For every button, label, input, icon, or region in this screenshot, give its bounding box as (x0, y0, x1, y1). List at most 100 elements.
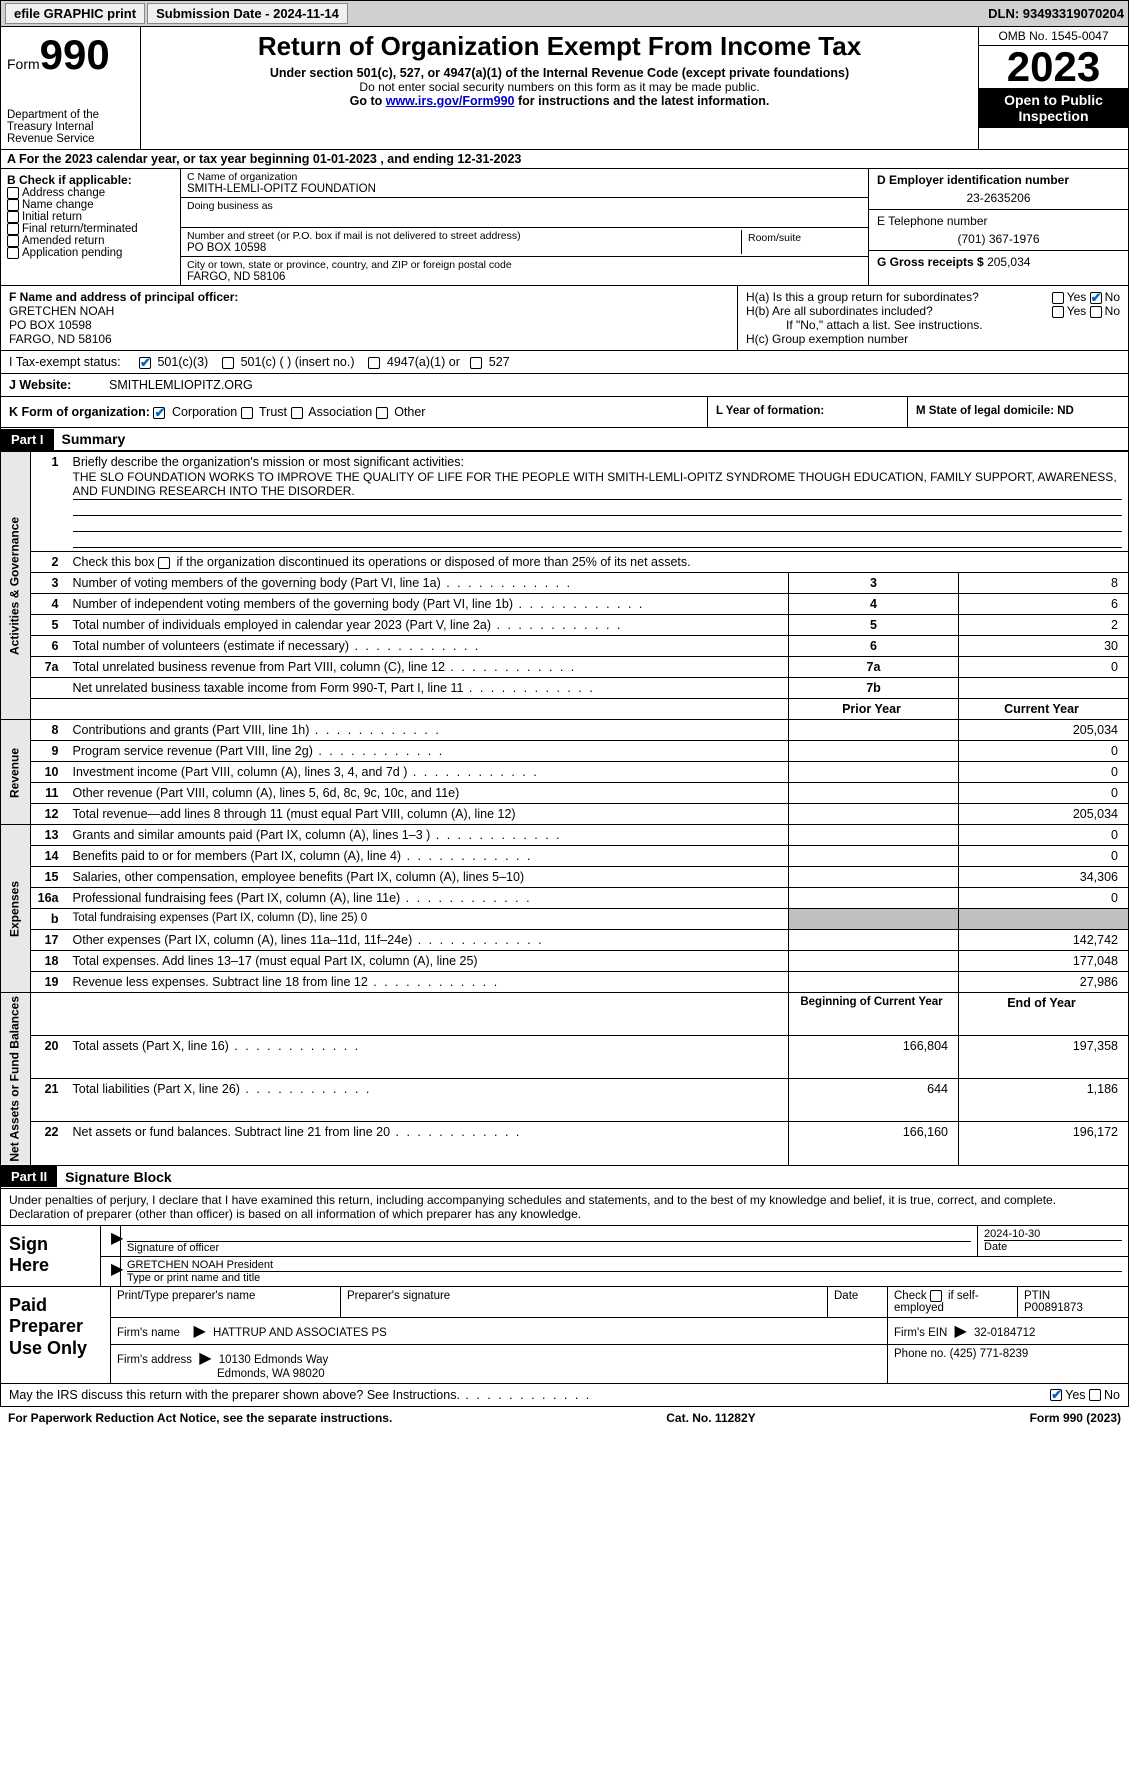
org-name: SMITH-LEMLI-OPITZ FOUNDATION (187, 183, 862, 195)
prep-date-label: Date (828, 1287, 888, 1317)
check-corporation[interactable] (153, 407, 165, 419)
check-501c3[interactable] (139, 357, 151, 369)
check-501c[interactable] (222, 357, 234, 369)
side-netassets: Net Assets or Fund Balances (1, 993, 31, 1166)
mission-text: THE SLO FOUNDATION WORKS TO IMPROVE THE … (73, 469, 1123, 500)
line-9: Program service revenue (Part VIII, line… (67, 741, 789, 762)
i-label: I Tax-exempt status: (9, 355, 139, 369)
discuss-text: May the IRS discuss this return with the… (9, 1388, 591, 1402)
goto-line: Go to www.irs.gov/Form990 for instructio… (149, 94, 970, 108)
firm-addr2: Edmonds, WA 98020 (117, 1368, 325, 1380)
check-527[interactable] (470, 357, 482, 369)
line-18: Total expenses. Add lines 13–17 (must eq… (67, 951, 789, 972)
check-app-pending[interactable] (7, 247, 19, 259)
ha-no[interactable] (1090, 292, 1102, 304)
section-f: F Name and address of principal officer:… (1, 286, 738, 350)
h-a: H(a) Is this a group return for subordin… (746, 290, 979, 304)
ssn-warning: Do not enter social security numbers on … (149, 80, 970, 94)
line-2-text: Check this box (73, 555, 158, 569)
hb-yes[interactable] (1052, 306, 1064, 318)
room-label: Room/suite (742, 230, 862, 254)
form-ref: Form 990 (2023) (1030, 1411, 1121, 1425)
website: SMITHLEMLIOPITZ.ORG (109, 378, 253, 392)
open-to-public: Open to Public Inspection (979, 88, 1128, 128)
section-b: B Check if applicable: Address change Na… (1, 169, 181, 285)
check-self-employed[interactable] (930, 1290, 942, 1302)
prep-sig-label: Preparer's signature (341, 1287, 828, 1317)
f-label: F Name and address of principal officer: (9, 290, 729, 304)
side-activities: Activities & Governance (1, 452, 31, 720)
check-4947[interactable] (368, 357, 380, 369)
line-20: Total assets (Part X, line 16) (67, 1036, 789, 1079)
form-subtitle: Under section 501(c), 527, or 4947(a)(1)… (149, 66, 970, 80)
check-name-change[interactable] (7, 199, 19, 211)
officer-typed-name: GRETCHEN NOAH President (127, 1259, 1122, 1272)
topbar: efile GRAPHIC print Submission Date - 20… (0, 0, 1129, 27)
irs-link[interactable]: www.irs.gov/Form990 (386, 94, 515, 108)
section-k: K Form of organization: Corporation Trus… (1, 397, 708, 427)
officer-city: FARGO, ND 58106 (9, 332, 729, 346)
line-7b: Net unrelated business taxable income fr… (67, 678, 789, 699)
line-7a: Total unrelated business revenue from Pa… (67, 657, 789, 678)
dba-label: Doing business as (187, 200, 862, 212)
part1-title: Summary (54, 428, 134, 450)
efile-print-btn[interactable]: efile GRAPHIC print (5, 3, 145, 24)
check-final-return[interactable] (7, 223, 19, 235)
part1-tag: Part I (1, 429, 54, 450)
firm-addr-label: Firm's address (117, 1354, 192, 1366)
row-i: I Tax-exempt status: 501(c)(3) 501(c) ( … (0, 351, 1129, 374)
date-label: Date (984, 1241, 1122, 1253)
section-c: C Name of organization SMITH-LEMLI-OPITZ… (181, 169, 868, 285)
paid-preparer-block: Paid Preparer Use Only Print/Type prepar… (0, 1287, 1129, 1384)
check-address-change[interactable] (7, 187, 19, 199)
firm-phone-label: Phone no. (894, 1348, 946, 1360)
officer-name: GRETCHEN NOAH (9, 304, 729, 318)
line-8: Contributions and grants (Part VIII, lin… (67, 720, 789, 741)
h-b: H(b) Are all subordinates included? (746, 304, 933, 318)
ptin-label: PTIN (1024, 1290, 1122, 1302)
form-number: 990 (40, 31, 110, 78)
row-j: J Website: SMITHLEMLIOPITZ.ORG (0, 374, 1129, 397)
check-discontinued[interactable] (158, 557, 170, 569)
ha-yes[interactable] (1052, 292, 1064, 304)
section-h: H(a) Is this a group return for subordin… (738, 286, 1128, 350)
check-initial-return[interactable] (7, 211, 19, 223)
line-3: Number of voting members of the governin… (67, 573, 789, 594)
firm-name-label: Firm's name (117, 1327, 180, 1339)
phone: (701) 367-1976 (877, 228, 1120, 246)
print-name-label: Print/Type preparer's name (111, 1287, 341, 1317)
col-current: Current Year (959, 699, 1129, 720)
gross-label: G Gross receipts $ (877, 255, 984, 269)
line-11: Other revenue (Part VIII, column (A), li… (67, 783, 789, 804)
discuss-no[interactable] (1089, 1389, 1101, 1401)
line-12: Total revenue—add lines 8 through 11 (mu… (67, 804, 789, 825)
line-2-num: 2 (31, 552, 67, 573)
check-other[interactable] (376, 407, 388, 419)
side-expenses: Expenses (1, 825, 31, 993)
col-end: End of Year (959, 993, 1129, 1036)
section-d: D Employer identification number 23-2635… (868, 169, 1128, 285)
check-association[interactable] (291, 407, 303, 419)
dept-treasury: Department of the Treasury Internal Reve… (7, 109, 134, 145)
tax-year: 2023 (979, 46, 1128, 88)
ein: 23-2635206 (877, 187, 1120, 205)
col-prior: Prior Year (789, 699, 959, 720)
part2-tag: Part II (1, 1166, 57, 1187)
check-trust[interactable] (241, 407, 253, 419)
check-amended[interactable] (7, 235, 19, 247)
firm-name: HATTRUP AND ASSOCIATES PS (213, 1327, 387, 1339)
street: PO BOX 10598 (187, 242, 741, 254)
j-label: J Website: (9, 378, 109, 392)
sig-date: 2024-10-30 (984, 1228, 1122, 1241)
submission-date: Submission Date - 2024-11-14 (147, 3, 348, 24)
firm-phone: (425) 771-8239 (950, 1348, 1029, 1360)
sig-officer-label: Signature of officer (127, 1242, 971, 1254)
firm-addr1: 10130 Edmonds Way (219, 1354, 329, 1366)
row-klm: K Form of organization: Corporation Trus… (0, 397, 1129, 428)
hb-no[interactable] (1090, 306, 1102, 318)
l-label: L Year of formation: (716, 405, 824, 417)
h-b-note: If "No," attach a list. See instructions… (746, 318, 1120, 332)
bcd-block: B Check if applicable: Address change Na… (0, 169, 1129, 286)
dln: DLN: 93493319070204 (988, 6, 1124, 21)
discuss-yes[interactable] (1050, 1389, 1062, 1401)
